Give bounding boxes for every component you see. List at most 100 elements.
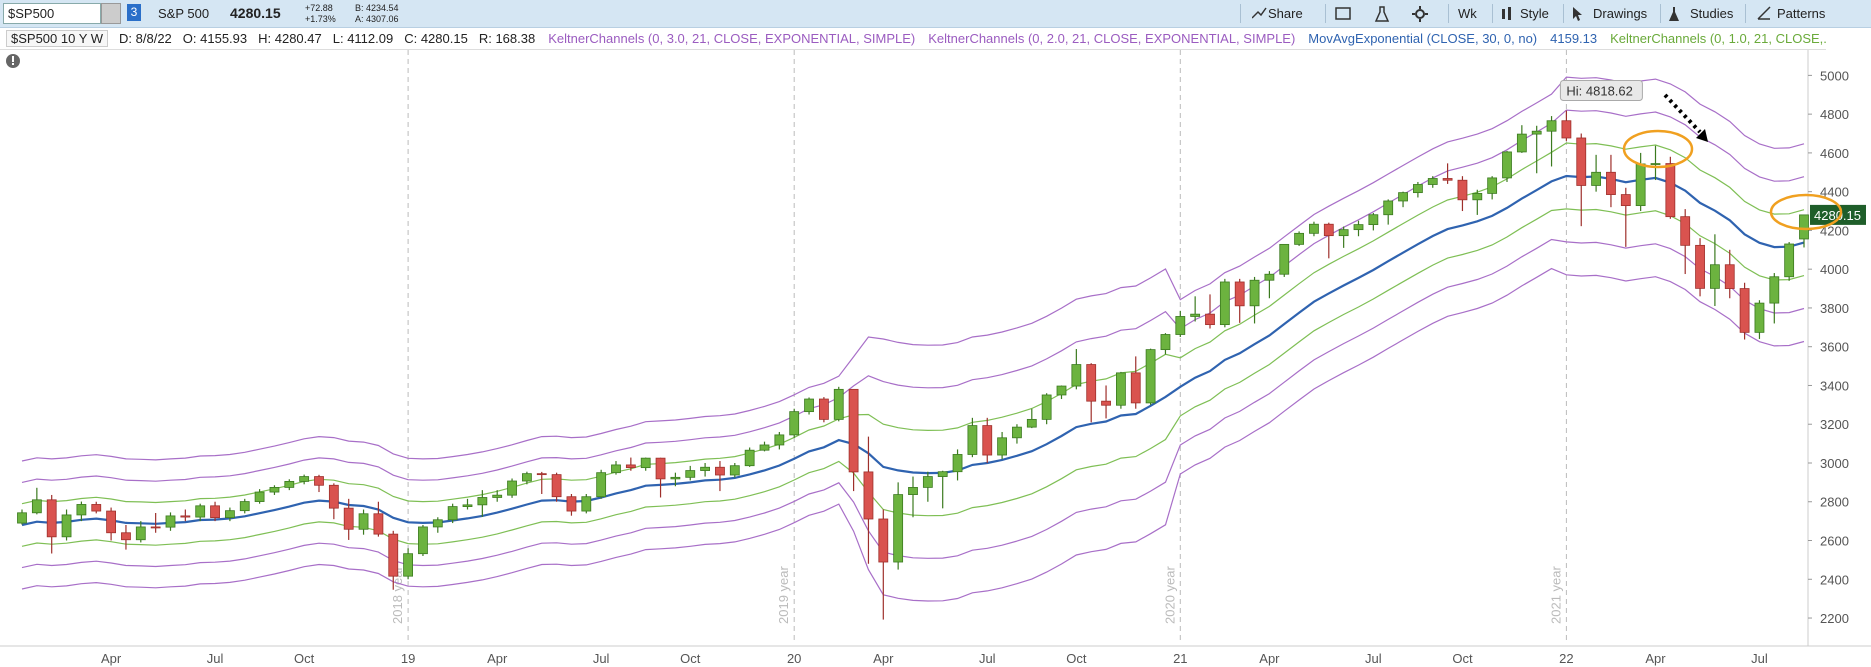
candle-body bbox=[819, 398, 829, 420]
trend-arrow bbox=[1663, 93, 1702, 134]
candle-body bbox=[922, 476, 933, 488]
candle-body bbox=[997, 437, 1007, 456]
x-tick-label: Apr bbox=[1259, 651, 1280, 666]
candle-body bbox=[1769, 276, 1780, 304]
price-axis bbox=[1808, 50, 1871, 667]
candle-body bbox=[625, 464, 636, 469]
highlight-circle bbox=[1622, 129, 1694, 169]
candle-body bbox=[1279, 243, 1290, 275]
chart-title: $SP500 10 Y W bbox=[6, 30, 109, 47]
candle-body bbox=[1056, 385, 1067, 396]
last-price: 4280.15 bbox=[230, 5, 281, 21]
separator bbox=[1563, 4, 1564, 23]
candle-body bbox=[640, 457, 651, 469]
candle-body bbox=[180, 515, 191, 518]
candle-body bbox=[804, 398, 814, 413]
x-tick-label: 22 bbox=[1559, 651, 1573, 666]
y-tick-label: 4400 bbox=[1820, 185, 1849, 200]
candle-body bbox=[1591, 171, 1601, 186]
y-tick-label: 3600 bbox=[1820, 340, 1849, 355]
candle-body bbox=[1784, 243, 1795, 278]
y-tick-label: 4200 bbox=[1820, 223, 1849, 238]
x-tick-label: Oct bbox=[1066, 651, 1087, 666]
candle-body bbox=[403, 553, 414, 577]
aggregation-button[interactable]: Wk bbox=[1458, 6, 1477, 21]
y-tick-label: 2600 bbox=[1820, 534, 1849, 549]
candle-body bbox=[358, 513, 369, 530]
candle-body bbox=[729, 465, 740, 476]
candle-body bbox=[1620, 194, 1631, 207]
candle-body bbox=[328, 484, 339, 509]
candle-body bbox=[1309, 223, 1319, 234]
candle-body bbox=[1145, 349, 1156, 404]
study-label: KeltnerChannels (0, 3.0, 21, CLOSE, EXPO… bbox=[548, 31, 916, 46]
toolbar-icons[interactable] bbox=[1334, 5, 1444, 23]
share-button[interactable]: Share bbox=[1268, 6, 1303, 21]
bid: B: 4234.54 bbox=[355, 3, 399, 13]
hi-label-box bbox=[1559, 80, 1643, 102]
symbol-input[interactable]: $SP500 bbox=[3, 3, 101, 24]
candle-body bbox=[1695, 244, 1705, 289]
candle-body bbox=[1130, 372, 1141, 404]
x-tick-label: Jul bbox=[593, 651, 610, 666]
candle-body bbox=[1710, 264, 1720, 289]
candle-body bbox=[715, 466, 725, 476]
x-tick-label: Oct bbox=[680, 651, 701, 666]
candle-body bbox=[1219, 281, 1230, 326]
candle-body bbox=[1101, 400, 1111, 406]
candle-body bbox=[744, 449, 755, 467]
style-button[interactable]: Style bbox=[1520, 6, 1549, 21]
y-tick-label: 3000 bbox=[1820, 456, 1849, 471]
drawings-button[interactable]: Drawings bbox=[1593, 6, 1648, 21]
candle-body bbox=[224, 510, 235, 519]
candle-body bbox=[61, 514, 72, 538]
candle-body bbox=[1116, 372, 1126, 406]
year-label: 2019 year bbox=[776, 566, 791, 624]
candle-body bbox=[388, 533, 399, 577]
candle-body bbox=[1635, 163, 1646, 207]
y-tick-label: 2400 bbox=[1820, 572, 1849, 587]
x-tick-label: Oct bbox=[294, 651, 315, 666]
symbol-dropdown[interactable] bbox=[101, 3, 121, 24]
candle-body bbox=[1234, 281, 1245, 307]
candle-body bbox=[195, 505, 206, 518]
candle-body bbox=[878, 518, 889, 563]
x-tick-label: Apr bbox=[873, 651, 894, 666]
candle-body bbox=[46, 499, 57, 538]
year-label: 2021 year bbox=[1548, 566, 1563, 624]
candle-body bbox=[833, 388, 844, 420]
separator bbox=[1660, 4, 1661, 23]
candle-body bbox=[611, 464, 621, 474]
link-badge[interactable]: 3 bbox=[127, 4, 141, 21]
study-line bbox=[21, 142, 1805, 505]
candle-body bbox=[1650, 163, 1661, 165]
study-line bbox=[21, 267, 1805, 602]
candle-body bbox=[447, 506, 458, 521]
candle-body bbox=[150, 526, 161, 529]
candle-body bbox=[1427, 178, 1438, 185]
candle-body bbox=[893, 494, 904, 563]
study-line bbox=[21, 76, 1805, 462]
candle-body bbox=[1368, 214, 1379, 226]
candle-body bbox=[759, 444, 770, 451]
candle-body bbox=[1561, 120, 1572, 139]
candle-body bbox=[952, 454, 963, 473]
candle-body bbox=[343, 507, 354, 530]
candle-body bbox=[269, 487, 280, 493]
candle-body bbox=[1071, 364, 1082, 387]
separator bbox=[1325, 4, 1326, 23]
candle-body bbox=[1294, 232, 1304, 245]
candle-body bbox=[848, 388, 859, 473]
candle-body bbox=[1041, 394, 1052, 420]
candle-body bbox=[299, 476, 310, 482]
x-tick-label: Jul bbox=[207, 651, 224, 666]
candle-body bbox=[536, 473, 547, 476]
patterns-button[interactable]: Patterns bbox=[1777, 6, 1826, 21]
arrow-head bbox=[1696, 129, 1708, 142]
annotations bbox=[6, 54, 1843, 231]
separator bbox=[1448, 4, 1449, 23]
studies-button[interactable]: Studies bbox=[1690, 6, 1734, 21]
pct-change: +1.73% bbox=[305, 14, 336, 24]
candle-body bbox=[121, 532, 131, 541]
